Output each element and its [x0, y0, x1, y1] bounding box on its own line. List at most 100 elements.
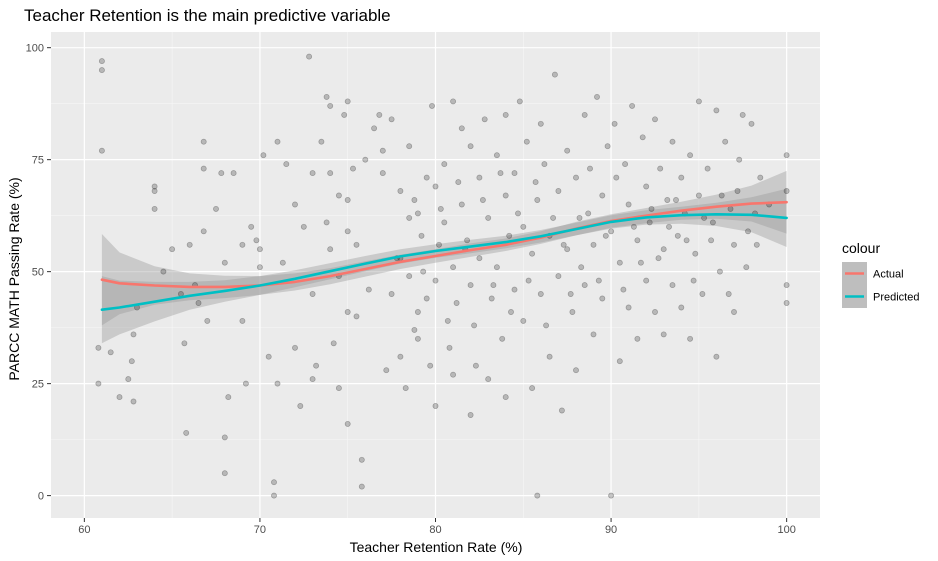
- data-point: [472, 362, 479, 369]
- y-tick-label: 25: [32, 379, 44, 391]
- data-point: [620, 286, 627, 293]
- data-point: [256, 246, 263, 253]
- data-point: [388, 291, 395, 297]
- data-point: [573, 367, 579, 374]
- data-point: [748, 120, 755, 127]
- data-point: [555, 188, 562, 194]
- data-point: [753, 241, 760, 248]
- data-point: [292, 201, 298, 208]
- data-point: [629, 102, 636, 109]
- data-point: [541, 161, 548, 168]
- legend: colour Actual Predicted: [842, 240, 919, 308]
- data-point: [365, 286, 372, 293]
- data-point: [406, 273, 413, 280]
- data-point: [637, 259, 644, 266]
- x-axis-title: Teacher Retention Rate (%): [350, 539, 523, 555]
- data-point: [567, 291, 574, 297]
- data-point: [186, 241, 193, 248]
- data-point: [502, 192, 509, 199]
- data-point: [699, 291, 706, 297]
- data-point: [402, 385, 409, 392]
- data-point: [722, 138, 729, 145]
- data-point: [590, 241, 597, 248]
- data-point: [537, 291, 544, 297]
- data-point: [581, 111, 588, 118]
- data-point: [708, 237, 715, 244]
- data-point: [388, 116, 395, 123]
- data-point: [716, 268, 723, 275]
- data-point: [625, 304, 632, 311]
- data-point: [690, 277, 697, 284]
- data-point: [743, 264, 750, 271]
- data-point: [379, 147, 386, 154]
- data-point: [704, 165, 711, 172]
- data-point: [95, 380, 102, 387]
- data-point: [674, 232, 681, 239]
- y-tick-label: 0: [38, 491, 44, 503]
- data-point: [323, 93, 330, 100]
- data-point: [313, 362, 320, 369]
- data-point: [297, 403, 304, 409]
- data-point: [546, 353, 553, 360]
- data-point: [436, 241, 442, 248]
- data-point: [481, 116, 488, 123]
- trend-lines: [100, 200, 788, 312]
- data-point: [420, 268, 427, 275]
- data-point: [350, 165, 356, 172]
- data-point: [783, 152, 790, 159]
- data-point: [476, 255, 483, 262]
- data-point: [116, 394, 123, 401]
- data-point: [239, 317, 246, 324]
- data-point: [327, 102, 334, 109]
- data-point: [537, 120, 544, 127]
- data-point: [221, 470, 228, 477]
- data-point: [335, 385, 342, 392]
- data-point: [516, 98, 523, 105]
- data-point: [414, 335, 421, 342]
- y-axis-ticks: 0 25 50 75 100: [26, 43, 51, 503]
- data-point: [213, 205, 219, 212]
- data-point: [616, 358, 623, 365]
- data-point: [98, 147, 105, 154]
- data-point: [467, 282, 474, 289]
- data-point: [279, 259, 286, 266]
- data-point: [358, 456, 365, 463]
- data-point: [783, 300, 790, 306]
- x-tick-label: 90: [605, 524, 617, 536]
- data-point: [455, 179, 462, 186]
- data-point: [502, 111, 509, 118]
- data-point: [253, 237, 260, 244]
- data-point: [511, 286, 518, 293]
- data-point: [432, 183, 439, 190]
- x-axis-ticks: 60 70 80 90 100: [78, 518, 796, 536]
- x-tick-label: 60: [78, 524, 90, 536]
- data-point: [585, 210, 592, 217]
- data-point: [488, 295, 495, 302]
- data-point: [520, 223, 527, 230]
- data-point: [594, 93, 600, 100]
- data-point: [300, 223, 307, 230]
- data-point: [107, 349, 114, 356]
- data-point: [160, 268, 167, 275]
- data-point: [595, 277, 602, 284]
- data-point: [221, 434, 228, 441]
- data-point: [195, 300, 202, 306]
- data-point: [493, 152, 500, 159]
- data-point: [169, 246, 176, 253]
- data-point: [599, 192, 606, 199]
- data-point: [639, 134, 646, 141]
- data-point: [309, 376, 316, 383]
- data-point: [652, 116, 658, 123]
- data-point: [464, 237, 471, 244]
- data-point: [450, 371, 457, 378]
- data-point: [497, 170, 504, 177]
- data-point: [660, 331, 667, 338]
- data-point: [265, 353, 272, 360]
- data-point: [602, 232, 609, 239]
- data-point: [508, 309, 514, 315]
- data-point: [327, 170, 334, 177]
- data-point: [695, 192, 702, 199]
- data-point: [467, 143, 474, 150]
- data-point: [678, 304, 685, 311]
- data-point: [534, 197, 541, 203]
